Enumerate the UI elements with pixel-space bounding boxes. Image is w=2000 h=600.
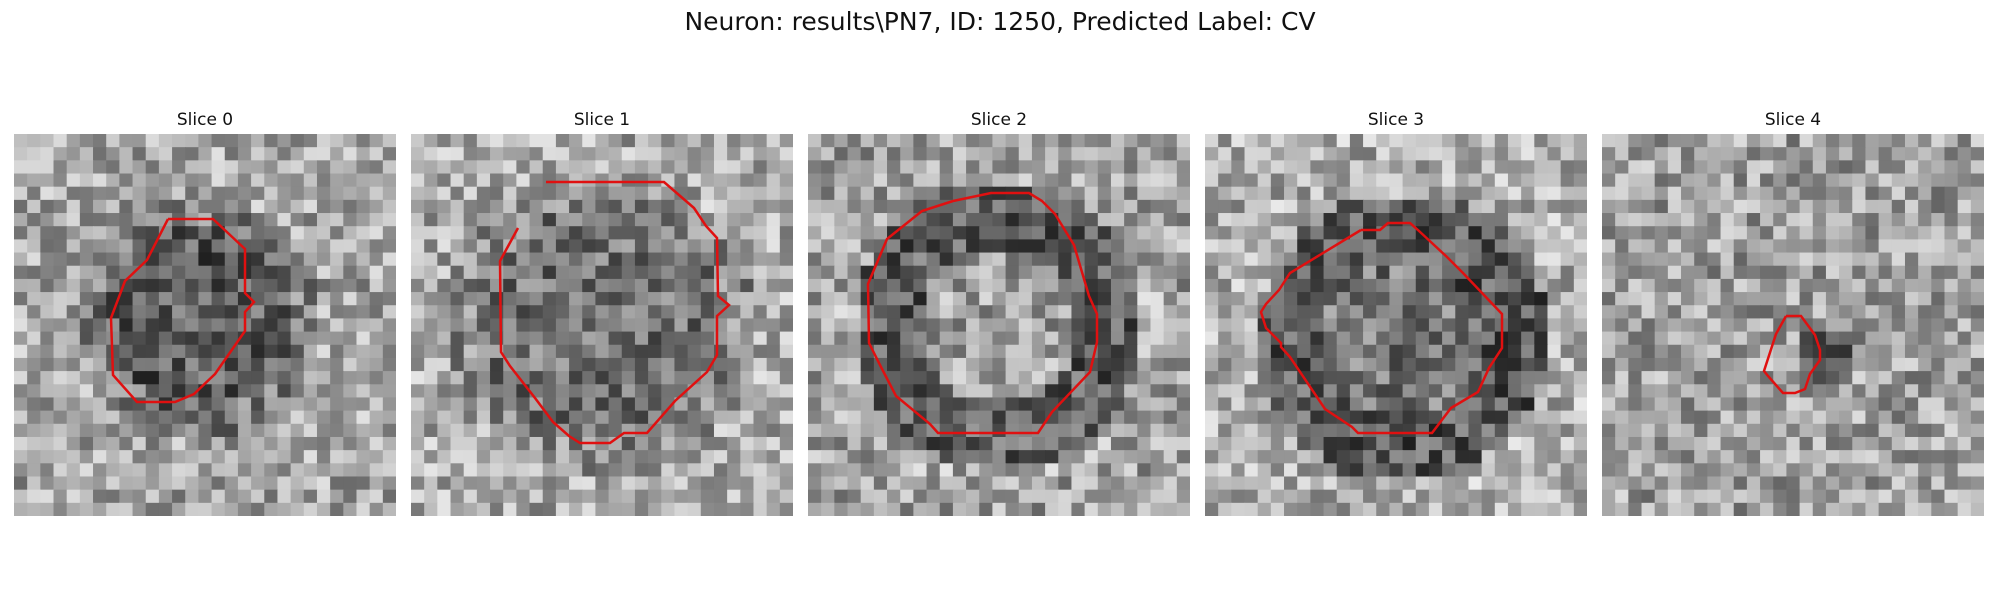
slice-image [1602, 134, 1984, 516]
slice-image [411, 134, 793, 516]
slice-image-svg [808, 134, 1190, 516]
slice-title: Slice 3 [1367, 110, 1425, 130]
slice-panel-0: Slice 0 [14, 108, 396, 516]
segmentation-contour [109, 217, 256, 404]
slice-panel-2: Slice 2 [808, 108, 1190, 516]
slice-panel-4: Slice 4 [1602, 108, 1984, 516]
slice-image [1205, 134, 1587, 516]
slice-image-svg [14, 134, 396, 516]
slice-image [808, 134, 1190, 516]
slice-title: Slice 4 [1764, 110, 1822, 130]
slice-image-svg [1205, 134, 1587, 516]
segmentation-contour [866, 191, 1099, 435]
slice-title: Slice 0 [176, 110, 234, 130]
segmentation-contour [498, 180, 731, 445]
slice-image [14, 134, 396, 516]
segmentation-contour [1259, 221, 1504, 435]
slice-title: Slice 1 [573, 110, 631, 130]
slice-panel-1: Slice 1 [411, 108, 793, 516]
slice-panel-3: Slice 3 [1205, 108, 1587, 516]
slice-title: Slice 2 [970, 110, 1028, 130]
slice-image-svg [411, 134, 793, 516]
slice-image-svg [1602, 134, 1984, 516]
segmentation-contour [1762, 314, 1822, 395]
figure-title: Neuron: results\PN7, ID: 1250, Predicted… [684, 7, 1316, 36]
